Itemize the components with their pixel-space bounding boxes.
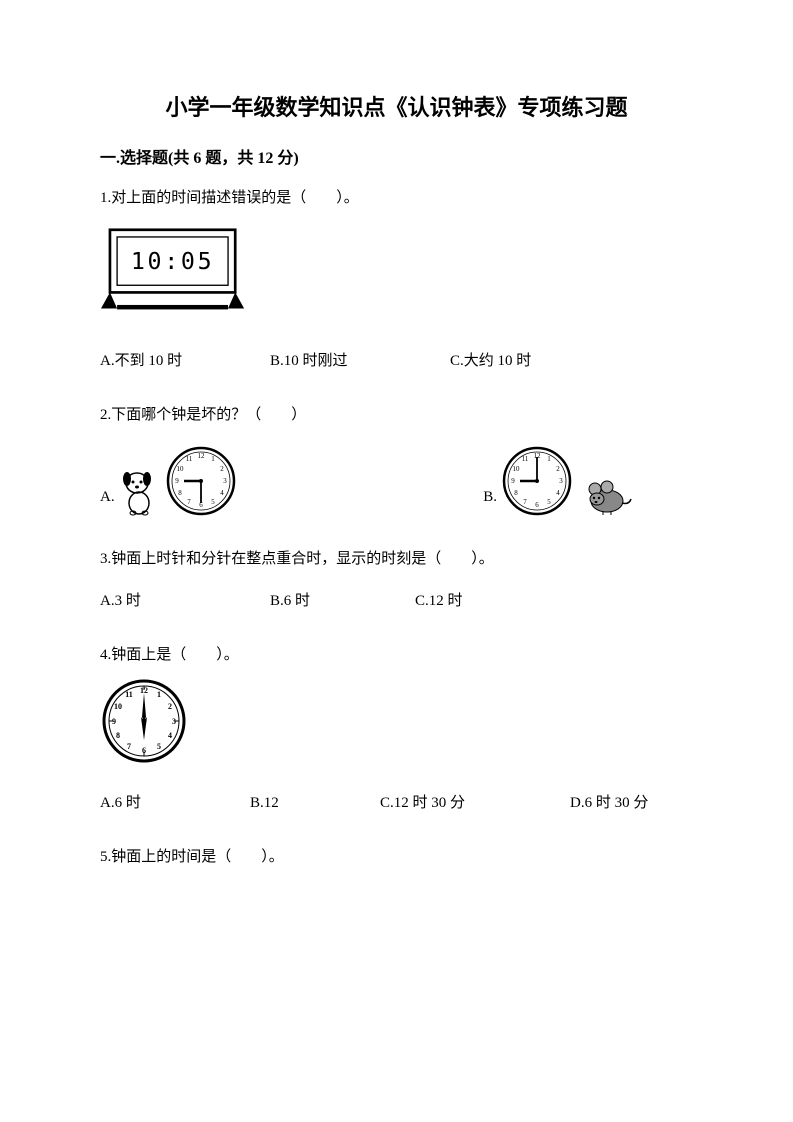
q3-option-c: C.12 时 bbox=[415, 589, 463, 613]
question-3: 3.钟面上时针和分针在整点重合时，显示的时刻是（ ）。 A.3 时 B.6 时 … bbox=[100, 547, 693, 613]
clock-a-icon: 1212 345 678 91011 bbox=[165, 445, 237, 517]
digital-clock-image: 10:05 bbox=[100, 228, 255, 313]
svg-text:2: 2 bbox=[168, 702, 172, 711]
svg-text:11: 11 bbox=[125, 690, 133, 699]
svg-text:1: 1 bbox=[157, 690, 161, 699]
svg-text:10: 10 bbox=[114, 702, 122, 711]
svg-text:10: 10 bbox=[176, 465, 184, 473]
svg-text:5: 5 bbox=[211, 498, 215, 506]
q1-option-b: B.10 时刚过 bbox=[270, 349, 450, 373]
svg-text:7: 7 bbox=[187, 498, 191, 506]
section-header: 一.选择题(共 6 题，共 12 分) bbox=[100, 144, 693, 168]
q2-label-b: B. bbox=[483, 485, 497, 509]
svg-text:8: 8 bbox=[178, 489, 182, 497]
svg-text:4: 4 bbox=[556, 489, 560, 497]
q4-option-a: A.6 时 bbox=[100, 791, 250, 815]
svg-text:3: 3 bbox=[223, 477, 227, 485]
question-1: 1.对上面的时间描述错误的是（ ）。 10:05 A.不到 10 时 B.10 … bbox=[100, 186, 693, 373]
q3-option-a: A.3 时 bbox=[100, 589, 270, 613]
svg-text:4: 4 bbox=[220, 489, 224, 497]
q2-label-a: A. bbox=[100, 485, 115, 509]
q2-option-a: A. 1212 345 678 91011 bbox=[100, 445, 237, 517]
question-5: 5.钟面上的时间是（ ）。 bbox=[100, 845, 693, 869]
q4-option-c: C.12 时 30 分 bbox=[380, 791, 570, 815]
q2-option-b: B. 1212 345 678 91011 bbox=[483, 445, 633, 517]
svg-text:1: 1 bbox=[211, 455, 215, 463]
q2-options: A. 1212 345 678 91011 bbox=[100, 445, 693, 517]
q4-option-b: B.12 bbox=[250, 791, 380, 815]
q2-text: 2.下面哪个钟是坏的？（ ） bbox=[100, 403, 693, 427]
svg-text:8: 8 bbox=[116, 731, 120, 740]
svg-text:7: 7 bbox=[127, 742, 131, 751]
q1-option-a: A.不到 10 时 bbox=[100, 349, 270, 373]
q3-option-b: B.6 时 bbox=[270, 589, 415, 613]
q5-text: 5.钟面上的时间是（ ）。 bbox=[100, 845, 693, 869]
page-title: 小学一年级数学知识点《认识钟表》专项练习题 bbox=[100, 90, 693, 122]
svg-text:2: 2 bbox=[220, 465, 224, 473]
q1-option-c: C.大约 10 时 bbox=[450, 349, 531, 373]
svg-text:10:05: 10:05 bbox=[131, 248, 214, 275]
dog-icon bbox=[119, 469, 161, 517]
svg-text:1: 1 bbox=[547, 455, 551, 463]
svg-text:9: 9 bbox=[511, 477, 515, 485]
clock-b-icon: 1212 345 678 91011 bbox=[501, 445, 573, 517]
svg-text:10: 10 bbox=[513, 465, 521, 473]
svg-text:7: 7 bbox=[523, 498, 527, 506]
svg-text:4: 4 bbox=[168, 731, 172, 740]
svg-text:2: 2 bbox=[556, 465, 560, 473]
q4-options: A.6 时 B.12 C.12 时 30 分 D.6 时 30 分 bbox=[100, 791, 693, 815]
mouse-icon bbox=[577, 477, 633, 517]
question-4: 4.钟面上是（ ）。 1212 345 678 91011 A.6 时 B.12… bbox=[100, 643, 693, 815]
svg-text:9: 9 bbox=[175, 477, 179, 485]
q4-option-d: D.6 时 30 分 bbox=[570, 791, 648, 815]
q3-options: A.3 时 B.6 时 C.12 时 bbox=[100, 589, 693, 613]
svg-text:11: 11 bbox=[522, 455, 529, 463]
svg-text:5: 5 bbox=[547, 498, 551, 506]
svg-text:12: 12 bbox=[197, 452, 205, 460]
q1-text: 1.对上面的时间描述错误的是（ ）。 bbox=[100, 186, 693, 210]
svg-text:6: 6 bbox=[535, 501, 539, 509]
q4-clock-icon: 1212 345 678 91011 bbox=[100, 677, 188, 765]
q1-options: A.不到 10 时 B.10 时刚过 C.大约 10 时 bbox=[100, 349, 693, 373]
svg-text:5: 5 bbox=[157, 742, 161, 751]
q4-text: 4.钟面上是（ ）。 bbox=[100, 643, 693, 667]
question-2: 2.下面哪个钟是坏的？（ ） A. 1212 345 bbox=[100, 403, 693, 517]
svg-text:3: 3 bbox=[559, 477, 563, 485]
svg-text:11: 11 bbox=[185, 455, 192, 463]
q3-text: 3.钟面上时针和分针在整点重合时，显示的时刻是（ ）。 bbox=[100, 547, 693, 571]
svg-text:8: 8 bbox=[514, 489, 518, 497]
